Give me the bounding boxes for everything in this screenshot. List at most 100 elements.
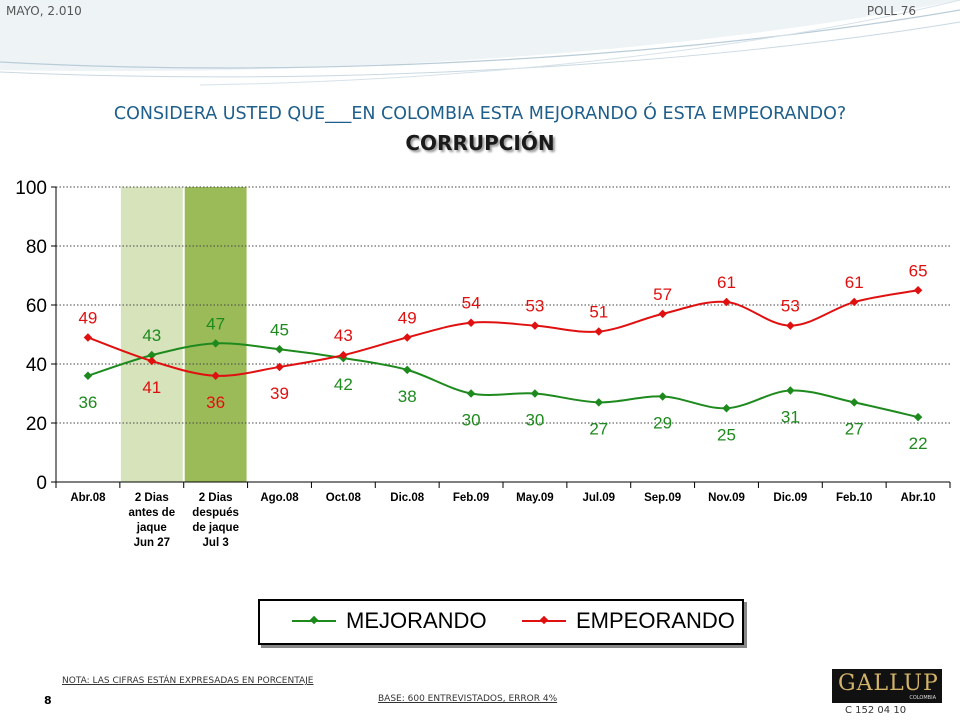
data-label-empeorando: 53	[781, 297, 800, 316]
data-label-mejorando: 43	[142, 326, 161, 345]
data-point-empeorando	[211, 371, 220, 381]
data-point-empeorando	[339, 350, 348, 360]
data-label-mejorando: 38	[398, 387, 417, 406]
data-point-mejorando	[466, 389, 476, 398]
data-point-mejorando	[658, 392, 667, 401]
data-label-mejorando: 30	[525, 411, 544, 430]
x-tick-label: May.09	[516, 492, 554, 504]
data-label-empeorando: 54	[462, 294, 481, 313]
data-label-mejorando: 25	[717, 425, 736, 444]
legend-item-mejorando: MEJORANDO	[292, 607, 487, 635]
highlight-band-1	[120, 187, 183, 482]
data-label-empeorando: 65	[909, 261, 928, 280]
x-tick-label: Jun 27	[134, 537, 170, 549]
series-line-mejorando	[87, 342, 919, 419]
data-point-empeorando	[658, 309, 667, 319]
data-point-empeorando	[402, 333, 412, 342]
data-point-mejorando	[849, 398, 859, 407]
data-point-empeorando	[466, 318, 476, 327]
data-label-empeorando: 41	[142, 378, 161, 397]
series-line-empeorando	[87, 289, 919, 377]
footnote: NOTA: LAS CIFRAS ESTÁN EXPRESADAS EN POR…	[62, 676, 314, 686]
data-point-mejorando	[913, 412, 923, 422]
highlight-band-2	[184, 187, 247, 482]
x-tick-label: antes de	[128, 507, 175, 519]
data-point-mejorando	[402, 365, 412, 375]
data-point-mejorando	[275, 345, 284, 354]
data-point-mejorando	[211, 339, 220, 348]
line-chart: 0 20 40 60 80 100 Abr.08 2 Dias antes de jaque Jun…	[15, 178, 951, 549]
x-tick-label: jaque	[136, 522, 167, 534]
data-label-mejorando: 31	[781, 408, 800, 427]
legend-marker-empeorando	[522, 615, 566, 625]
x-tick-label: Feb.09	[453, 492, 489, 504]
data-label-mejorando: 27	[589, 419, 608, 438]
y-tick-label-100: 100	[15, 178, 47, 199]
data-point-mejorando	[530, 389, 540, 398]
document-code: C 152 04 10	[845, 705, 907, 716]
x-tick-label: Nov.09	[708, 492, 745, 504]
data-point-mejorando	[786, 386, 795, 395]
page-number: 8	[44, 694, 52, 707]
data-label-mejorando: 36	[78, 393, 97, 412]
x-tick-label: Dic.08	[390, 492, 424, 504]
data-point-mejorando	[83, 371, 93, 381]
x-tick-label: Sep.09	[644, 492, 681, 504]
x-tick-label: Feb.10	[836, 492, 872, 504]
y-tick-label-0: 0	[36, 473, 47, 494]
x-tick-label: de jaque	[192, 522, 239, 534]
base-note: BASE: 600 ENTREVISTADOS, ERROR 4%	[378, 694, 558, 704]
data-label-mejorando: 47	[206, 314, 225, 333]
data-label-empeorando: 61	[717, 273, 736, 292]
x-tick-label: Jul.09	[582, 492, 615, 504]
chart-legend: MEJORANDO EMPEORANDO	[258, 599, 744, 645]
x-tick-label: después	[192, 507, 239, 519]
data-label-mejorando: 45	[270, 320, 289, 339]
data-point-mejorando	[722, 404, 731, 413]
x-tick-label: Ago.08	[260, 492, 299, 504]
legend-label-empeorando: EMPEORANDO	[576, 608, 735, 633]
header-swoosh-decoration	[0, 0, 960, 86]
chart-title: CONSIDERA USTED QUE___EN COLOMBIA ESTA M…	[113, 104, 847, 124]
data-point-empeorando	[83, 333, 93, 342]
data-label-empeorando: 49	[398, 308, 417, 327]
data-label-empeorando: 51	[589, 303, 608, 322]
y-tick-label-80: 80	[26, 237, 47, 258]
logo-text: GALLUP	[838, 671, 939, 696]
data-label-empeorando: 36	[206, 393, 225, 412]
data-point-empeorando	[913, 286, 923, 295]
data-label-mejorando: 30	[462, 411, 481, 430]
x-tick-label: 2 Dias	[199, 492, 233, 504]
data-point-empeorando	[530, 321, 540, 330]
data-label-empeorando: 57	[653, 285, 672, 304]
x-tick-label: Oct.08	[326, 492, 362, 504]
x-tick-label: 2 Dias	[135, 492, 169, 504]
legend-marker-mejorando	[292, 615, 336, 625]
chart-subtitle: CORRUPCIÓN	[405, 131, 555, 155]
data-label-mejorando: 27	[845, 419, 864, 438]
data-label-empeorando: 49	[78, 308, 97, 327]
data-label-mejorando: 29	[653, 413, 672, 432]
data-point-mejorando	[147, 350, 157, 360]
data-label-empeorando: 53	[525, 297, 544, 316]
logo-subtext: COLOMBIA	[909, 695, 936, 701]
y-tick-label-20: 20	[26, 414, 47, 435]
legend-label-mejorando: MEJORANDO	[346, 608, 487, 633]
data-label-mejorando: 22	[909, 434, 928, 453]
x-tick-label: Dic.09	[773, 492, 807, 504]
data-point-empeorando	[786, 321, 795, 330]
data-point-empeorando	[275, 362, 284, 372]
data-label-mejorando: 42	[334, 375, 353, 394]
data-label-empeorando: 61	[845, 273, 864, 292]
data-label-empeorando: 39	[270, 384, 289, 403]
x-tick-label: Jul 3	[203, 537, 229, 549]
header-date: MAYO, 2.010	[6, 4, 82, 18]
y-tick-label-60: 60	[26, 296, 47, 317]
data-point-mejorando	[594, 398, 604, 407]
x-tick-label: Abr.08	[70, 492, 106, 504]
data-point-empeorando	[147, 356, 157, 366]
y-tick-label-40: 40	[26, 355, 47, 376]
header-poll: POLL 76	[866, 4, 916, 18]
gallup-logo: GALLUP COLOMBIA	[832, 669, 942, 703]
legend-item-empeorando: EMPEORANDO	[522, 607, 735, 635]
